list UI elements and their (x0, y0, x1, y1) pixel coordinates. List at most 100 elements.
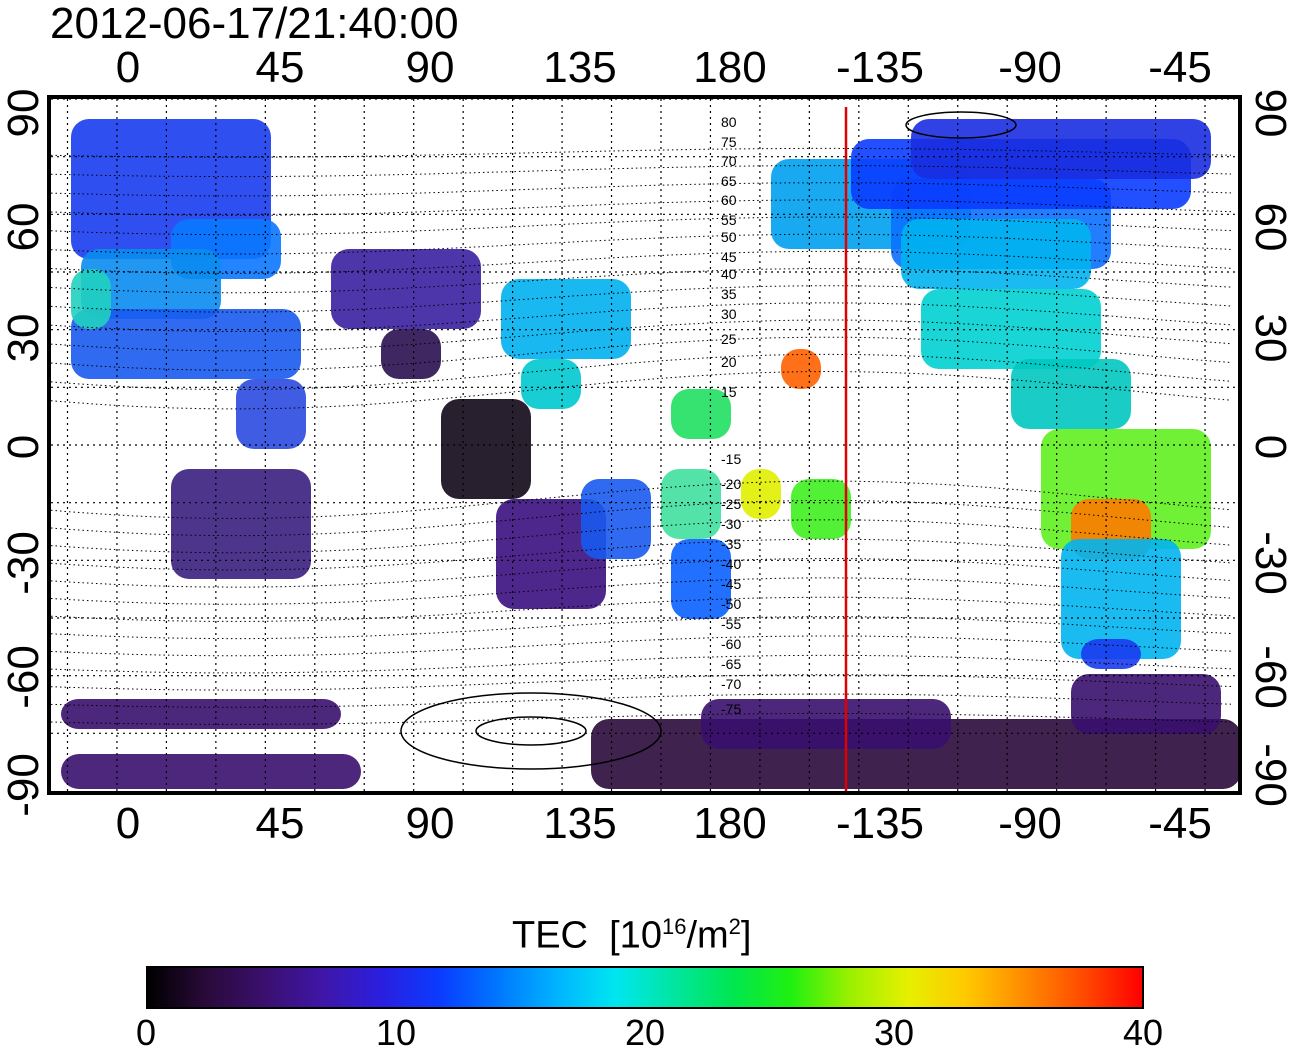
magnetic-contour (51, 250, 1232, 274)
right-lat-tick: -90 (1246, 743, 1292, 807)
top-lon-tick: -90 (998, 43, 1062, 92)
contour-label: 30 (721, 306, 737, 322)
magnetic-contour (51, 147, 1232, 158)
tec-region (61, 699, 341, 729)
tec-map-plot: 80 75 70 65 60 55 50 45 40 35 30 25 20 15 -15 -20 -25 -30… (47, 95, 1242, 795)
tec-region (1071, 674, 1221, 734)
contour-label: 75 (721, 134, 737, 150)
magnetic-contour (51, 319, 1232, 352)
magnetic-contour (51, 616, 1232, 640)
colorbar-unit-mid: /m (686, 914, 729, 957)
bottom-lon-tick: 45 (255, 799, 305, 848)
tec-map-canvas: 8075706560555045403530252015-15-20-25-30… (51, 99, 1238, 791)
top-lon-tick: 0 (115, 43, 141, 92)
magnetic-contour (51, 199, 1232, 216)
tec-region (781, 349, 821, 389)
colorbar-tick: 40 (1122, 1012, 1164, 1053)
bottom-lon-tick: 180 (693, 799, 767, 848)
contour-label: -65 (721, 656, 741, 672)
colorbar-unit-base: [10 (609, 914, 662, 957)
tec-region (331, 249, 481, 329)
contour-label: -25 (721, 496, 741, 512)
contour-label: 40 (721, 266, 737, 282)
left-lat-tick: 90 (0, 88, 48, 138)
right-lat-tick: 90 (1246, 88, 1292, 138)
tec-region (236, 379, 306, 449)
contour-label: -60 (721, 636, 741, 652)
colorbar-tick: 0 (135, 1012, 157, 1053)
colorbar-unit-end: ] (740, 914, 752, 957)
magnetic-contour (51, 165, 1232, 178)
tec-region (921, 289, 1101, 369)
top-lon-tick: 90 (405, 43, 455, 92)
contour-label: -70 (721, 676, 741, 692)
right-lat-tick: 0 (1246, 434, 1292, 460)
bottom-lon-tick: 90 (405, 799, 455, 848)
contour-label: -50 (721, 596, 741, 612)
magnetic-contour (51, 268, 1232, 294)
tec-data-regions (61, 119, 1238, 789)
contour-label: -40 (721, 556, 741, 572)
tec-region (61, 754, 361, 789)
magnetic-contour (51, 285, 1232, 313)
top-lon-tick: 180 (693, 43, 767, 92)
colorbar-tick: 30 (873, 1012, 915, 1053)
bottom-lon-tick: -90 (998, 799, 1062, 848)
contour-label: -30 (721, 516, 741, 532)
magnetic-contour (51, 182, 1232, 197)
contour-label: 70 (721, 153, 737, 169)
contour-label: 65 (721, 173, 737, 189)
tec-region (671, 389, 731, 439)
right-lat-tick: 60 (1246, 202, 1292, 252)
magnetic-contour (51, 577, 1232, 605)
colorbar-title: TEC [1016/m2] (512, 905, 751, 958)
contour-label: 60 (721, 192, 737, 208)
contour-label: 55 (721, 212, 737, 228)
left-lat-tick: 60 (0, 202, 48, 252)
colorbar-tick: 20 (624, 1012, 666, 1053)
left-lat-tick: 0 (0, 434, 48, 460)
tec-region (1081, 639, 1141, 669)
left-lat-tick: 30 (0, 313, 48, 363)
tec-region (71, 269, 111, 329)
right-lat-tick: -30 (1246, 531, 1292, 595)
tec-region (1011, 359, 1131, 429)
lat-lon-grid (51, 99, 1238, 791)
tec-region (701, 699, 951, 749)
tec-region (741, 469, 781, 519)
tec-region (671, 539, 731, 619)
top-lon-tick: 135 (543, 43, 617, 92)
tec-region (496, 499, 606, 609)
magnetic-contour (51, 635, 1232, 657)
magnetic-contour (51, 216, 1232, 236)
magnetic-pole-contour (475, 716, 587, 746)
contour-label: -35 (721, 536, 741, 552)
tec-region (911, 119, 1211, 179)
contour-label: -45 (721, 576, 741, 592)
tec-region (791, 479, 851, 539)
magnetic-contour (51, 654, 1232, 674)
tec-colorbar (146, 966, 1144, 1009)
tec-region (581, 479, 651, 559)
top-lon-tick: -45 (1148, 43, 1212, 92)
tec-region (381, 329, 441, 379)
contour-label: 50 (721, 229, 737, 245)
magnetic-contour (51, 302, 1232, 333)
tec-region (171, 469, 311, 579)
magnetic-latitude-contours (51, 111, 1232, 770)
tec-region (71, 309, 301, 379)
tec-region (81, 249, 221, 319)
contour-label: 15 (721, 384, 737, 400)
contour-label: 25 (721, 331, 737, 347)
magnetic-contour (51, 693, 1232, 708)
magnetic-pole-contour (905, 111, 1017, 139)
magnetic-contour (51, 712, 1232, 725)
tec-region (901, 219, 1091, 289)
tec-region (1061, 539, 1181, 659)
contour-label: -15 (721, 451, 741, 467)
bottom-lon-tick: -45 (1148, 799, 1212, 848)
left-lat-tick: -60 (0, 645, 48, 709)
contour-label: 35 (721, 286, 737, 302)
top-lon-tick: 45 (255, 43, 305, 92)
tec-region (441, 399, 531, 499)
